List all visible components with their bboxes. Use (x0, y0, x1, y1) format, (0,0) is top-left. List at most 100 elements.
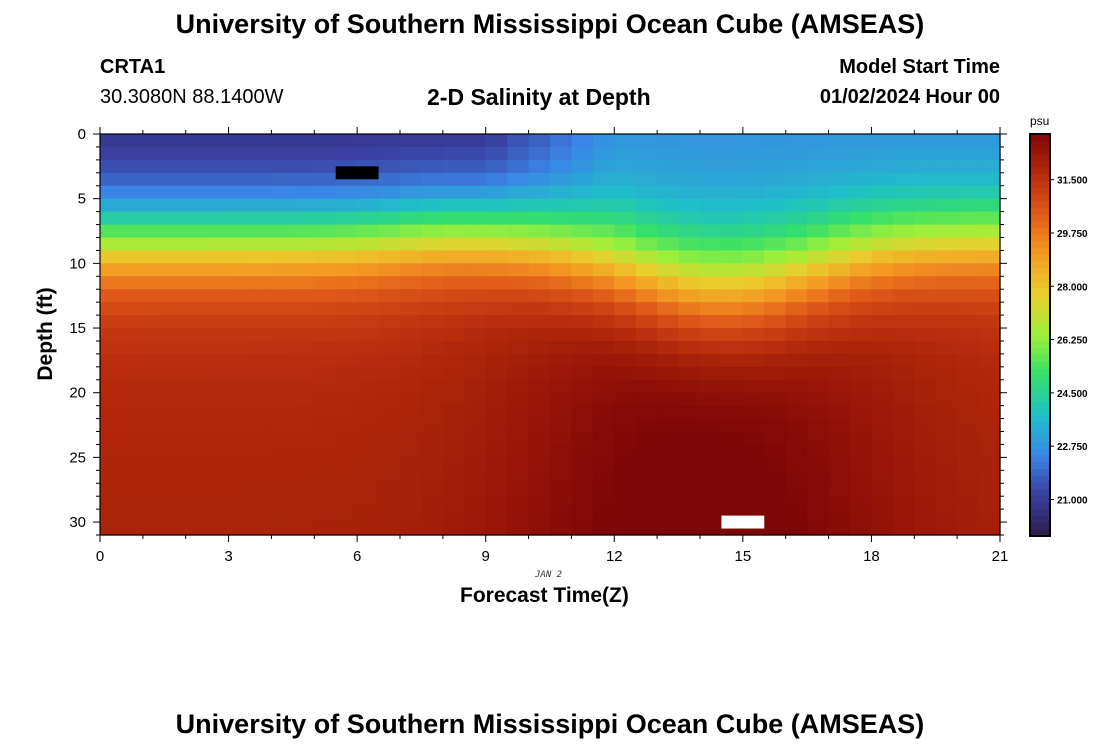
heatmap-cell (742, 353, 765, 368)
heatmap-cell (592, 522, 615, 536)
heatmap-cell (485, 159, 508, 174)
heatmap-cell (185, 185, 208, 200)
heatmap-cell (207, 146, 230, 161)
heatmap-cell (614, 496, 637, 510)
heatmap-cell (785, 263, 808, 277)
heatmap-cell (592, 496, 615, 510)
heatmap-cell (207, 211, 230, 226)
heatmap-cell (164, 444, 187, 458)
heatmap-cell (550, 276, 573, 290)
heatmap-cell (935, 470, 958, 484)
heatmap-cell (121, 302, 144, 316)
heatmap-cell (100, 496, 123, 510)
heatmap-cell (485, 237, 508, 252)
heatmap-cell (142, 405, 165, 420)
colorbar-segment (1030, 435, 1050, 443)
heatmap-cell (614, 237, 637, 252)
heatmap-cell (250, 444, 273, 458)
heatmap-cell (935, 315, 958, 329)
heatmap-cell (592, 159, 615, 174)
heatmap-cell (935, 185, 958, 200)
station-id: CRTA1 (100, 56, 166, 78)
heatmap-cell (764, 522, 787, 536)
heatmap-cell (507, 431, 530, 446)
heatmap-cell (228, 522, 251, 536)
heatmap-cell (935, 483, 958, 497)
heatmap-cell (271, 224, 294, 239)
heatmap-cell (421, 457, 444, 471)
heatmap-cell (228, 224, 251, 239)
y-tick-label: 15 (69, 320, 86, 337)
heatmap-cell (142, 237, 165, 252)
heatmap-cell (828, 198, 851, 213)
heatmap-cell (700, 198, 723, 213)
heatmap-cell (185, 444, 208, 458)
heatmap-cell (914, 366, 937, 381)
heatmap-cell (207, 250, 230, 264)
heatmap-cell (314, 276, 337, 290)
heatmap-cell (914, 211, 937, 226)
heatmap-cell (571, 379, 594, 394)
heatmap-cell (164, 418, 187, 433)
heatmap-cell (464, 211, 487, 226)
heatmap-cell (871, 302, 894, 316)
heatmap-cell (142, 392, 165, 407)
colorbar-segment (1030, 381, 1050, 390)
heatmap-cell (142, 263, 165, 277)
heatmap-cell (400, 392, 423, 407)
heatmap-cell (400, 444, 423, 458)
heatmap-cell (378, 198, 401, 213)
heatmap-cell (657, 340, 680, 355)
colorbar-segment (1030, 361, 1050, 370)
heatmap-cell (271, 470, 294, 484)
heatmap-cell (850, 328, 873, 342)
colorbar-segment (1030, 261, 1050, 269)
colorbar-segment (1030, 395, 1050, 403)
heatmap-cell (228, 457, 251, 471)
heatmap-cell (292, 444, 315, 458)
heatmap-cell (978, 379, 1001, 394)
heatmap-cell (507, 237, 530, 252)
heatmap-cell (550, 522, 573, 536)
heatmap-cell (207, 470, 230, 484)
heatmap-cell (250, 134, 273, 148)
heatmap-cell (335, 198, 358, 213)
heatmap-cell (292, 353, 315, 368)
heatmap-cell (507, 353, 530, 368)
heatmap-cell (228, 146, 251, 161)
colorbar-segment (1030, 294, 1050, 303)
heatmap-cell (207, 431, 230, 446)
heatmap-cell (421, 328, 444, 342)
heatmap-cell (935, 159, 958, 174)
heatmap-cell (914, 263, 937, 277)
heatmap-cell (850, 159, 873, 174)
heatmap-cell (507, 172, 530, 187)
heatmap-cell (507, 263, 530, 277)
y-tick-label: 20 (69, 385, 86, 402)
heatmap-cell (614, 289, 637, 303)
heatmap-cell (464, 418, 487, 433)
heatmap-cell (935, 250, 958, 264)
heatmap-cell (764, 340, 787, 355)
date-annotation: JAN 2 (535, 570, 563, 580)
heatmap-cell (400, 289, 423, 303)
heatmap-cell (228, 509, 251, 523)
heatmap-cell (442, 470, 465, 484)
heatmap-cell (721, 457, 744, 471)
heatmap-cell (378, 405, 401, 420)
heatmap-cell (250, 509, 273, 523)
heatmap-cell (142, 457, 165, 471)
heatmap-cell (528, 237, 551, 252)
heatmap-cell (121, 353, 144, 368)
heatmap-cell (978, 483, 1001, 497)
heatmap-cell (571, 431, 594, 446)
heatmap-cell (592, 250, 615, 264)
heatmap-cell (464, 509, 487, 523)
heatmap-cell (721, 185, 744, 200)
heatmap-cell (914, 250, 937, 264)
y-tick-label: 5 (78, 191, 86, 208)
heatmap-cell (550, 431, 573, 446)
heatmap-cell (400, 340, 423, 355)
heatmap-cell (100, 211, 123, 226)
colorbar-segment (1030, 268, 1050, 276)
